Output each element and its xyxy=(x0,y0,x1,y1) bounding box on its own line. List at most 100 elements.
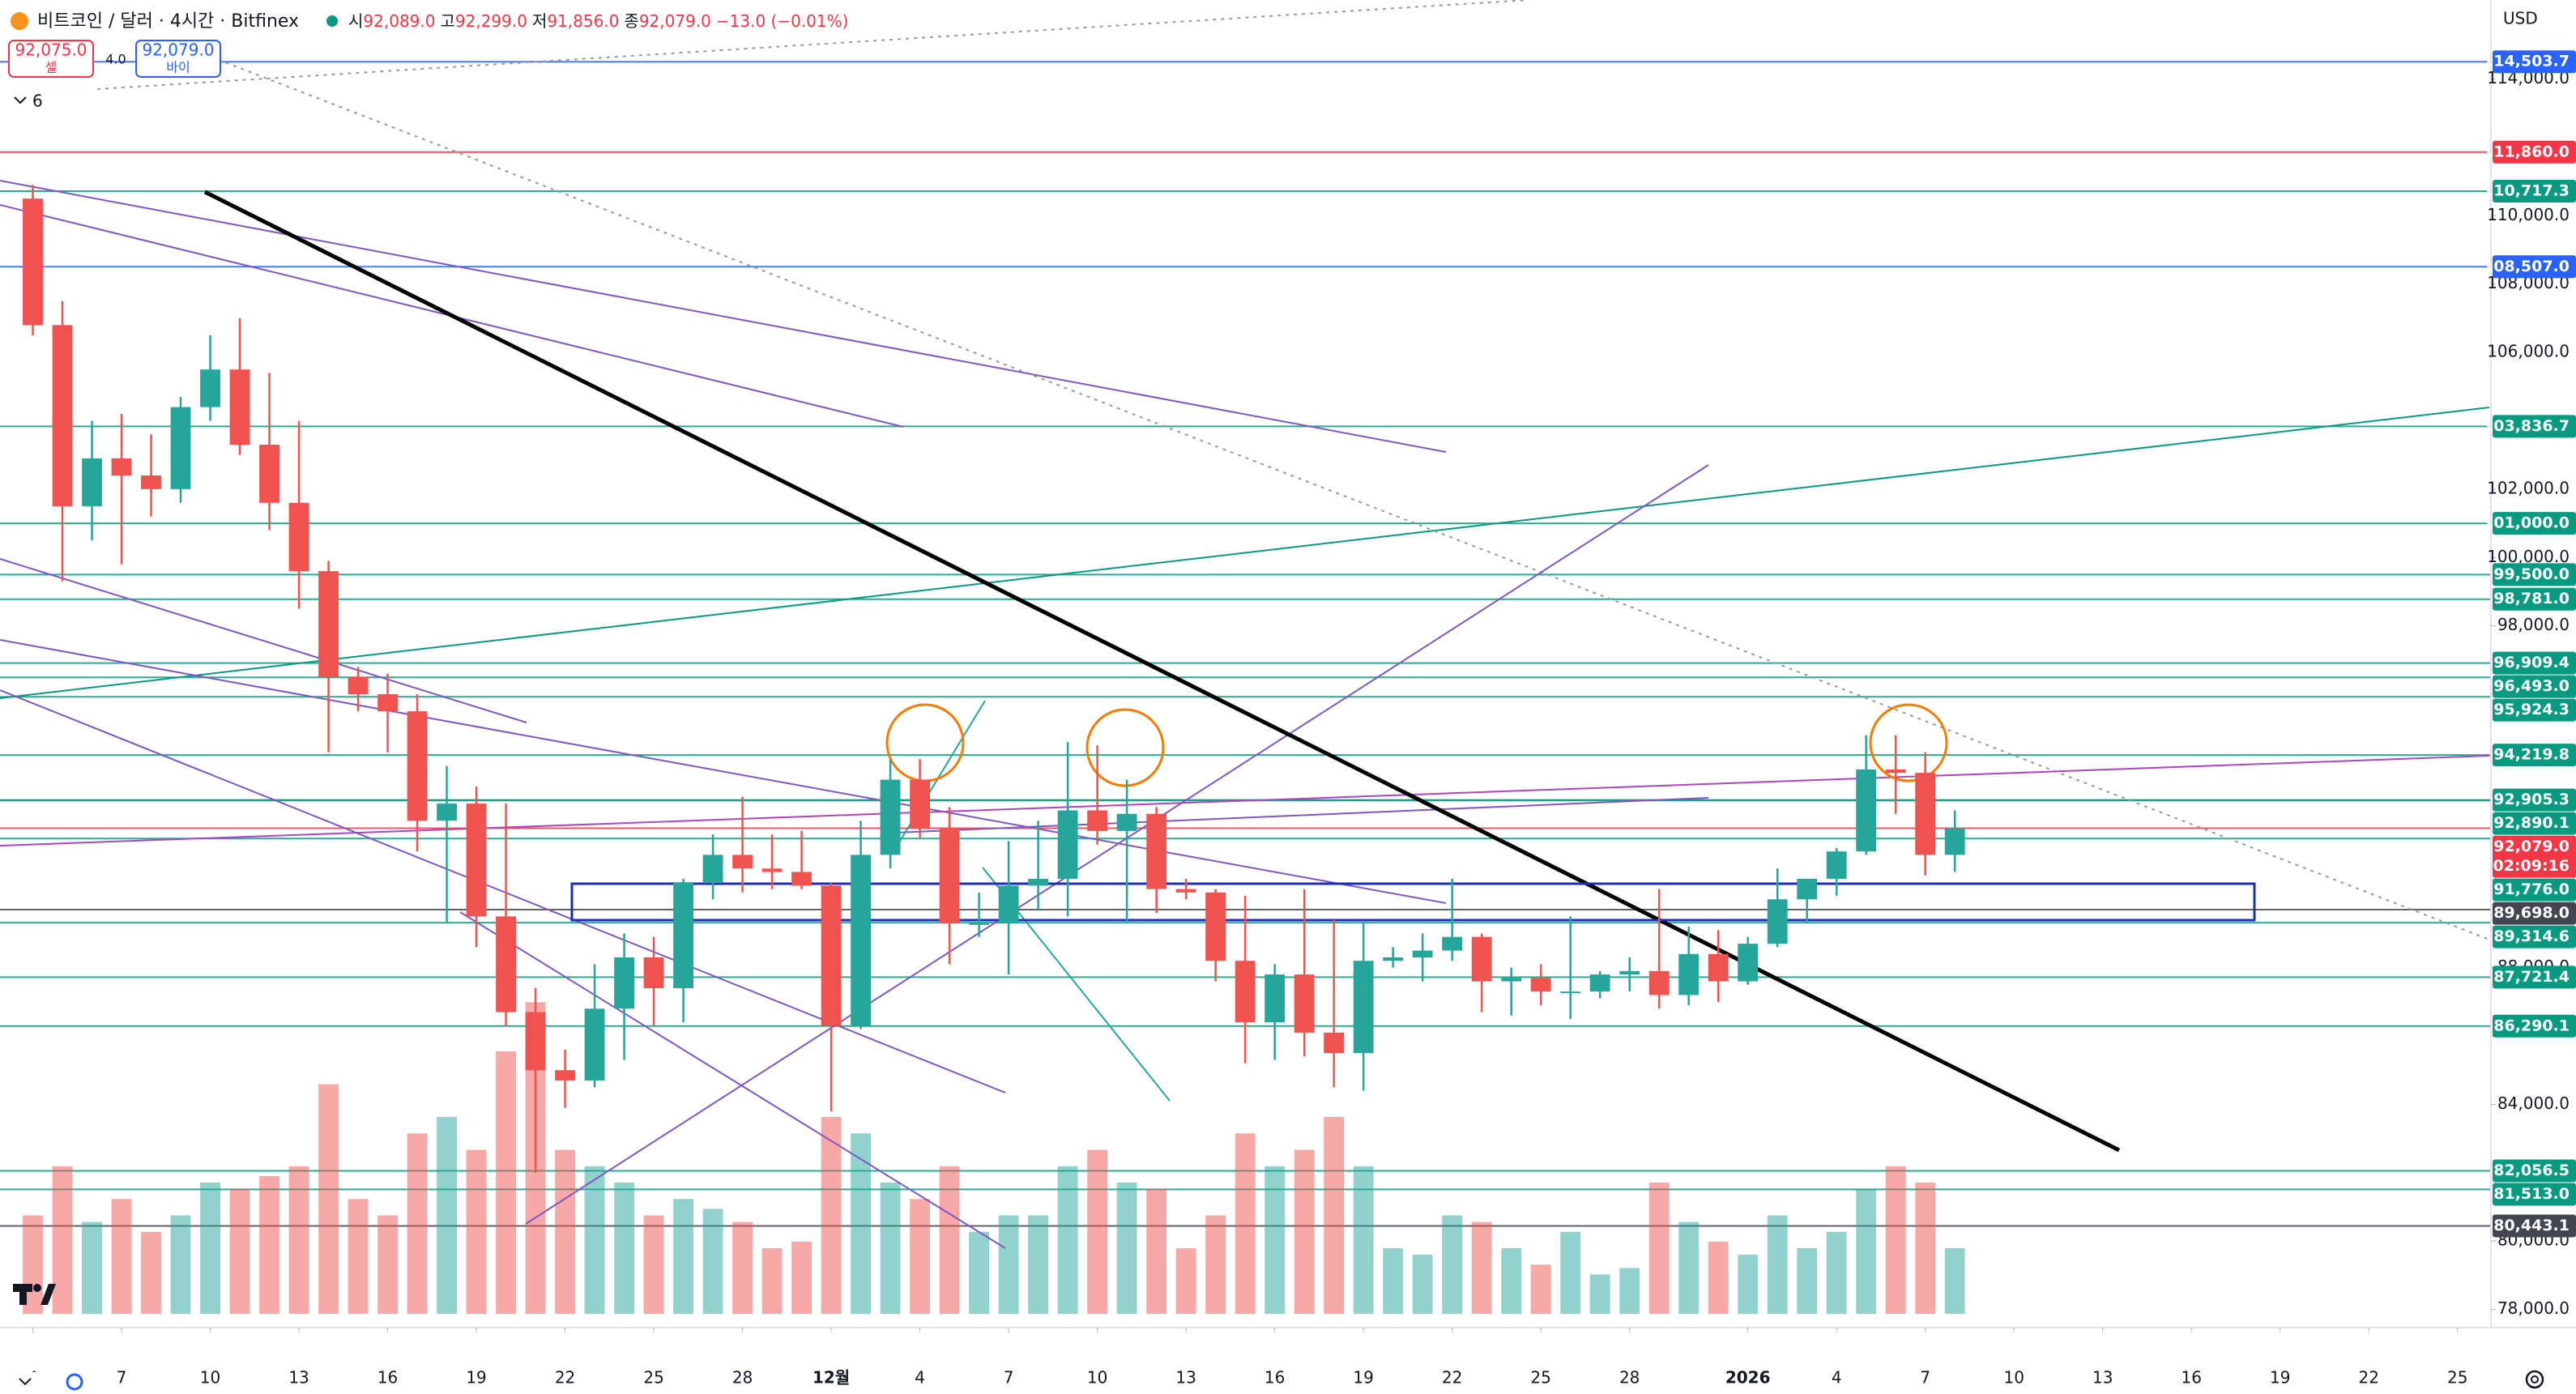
candle-body xyxy=(52,325,73,506)
volume-bar xyxy=(229,1189,250,1314)
volume-bar xyxy=(1944,1248,1965,1314)
price-tag-label: 114,503.7 xyxy=(2483,53,2570,70)
spread: 4.0 xyxy=(105,52,126,67)
x-tick-label: 16 xyxy=(1265,1368,1285,1388)
trend-line xyxy=(894,797,1709,833)
price-tag xyxy=(2493,812,2576,835)
candle-body xyxy=(259,445,279,503)
candle-body xyxy=(200,369,220,407)
candles xyxy=(23,185,1965,1173)
sell-label[interactable]: 셀 xyxy=(45,60,58,75)
price-tag xyxy=(2493,180,2576,203)
candle-body xyxy=(1856,769,1877,852)
x-tick-label: 16 xyxy=(377,1368,398,1388)
x-tick-label: 22 xyxy=(555,1368,575,1388)
reset-icon[interactable] xyxy=(66,1373,83,1391)
candle-body xyxy=(1205,892,1226,961)
price-tag-label: 94,219.8 xyxy=(2493,746,2570,764)
sell-button[interactable] xyxy=(8,40,94,78)
candle-body xyxy=(1619,970,1640,975)
candle-body xyxy=(1767,899,1788,944)
price-tag xyxy=(2493,1014,2576,1038)
candle-body xyxy=(1915,773,1936,855)
price-tag-label: 96,493.0 xyxy=(2493,677,2570,695)
candle-body xyxy=(170,407,191,489)
candle-body xyxy=(318,571,339,677)
chevron[interactable] xyxy=(19,1378,32,1386)
price-tag-label: 103,836.7 xyxy=(2483,417,2570,435)
price-tag-label: 82,056.5 xyxy=(2493,1162,2570,1179)
trend-line xyxy=(0,755,2490,846)
candle-body xyxy=(555,1070,575,1081)
candle-body xyxy=(1116,813,1137,831)
candle-body xyxy=(1383,957,1404,961)
volume-bar xyxy=(880,1183,901,1314)
settings-icon[interactable] xyxy=(2525,1370,2544,1389)
candle-body xyxy=(1353,961,1374,1054)
label: 시 xyxy=(348,11,363,31)
scroll-button[interactable] xyxy=(13,1372,37,1392)
volume-bar xyxy=(821,1117,842,1314)
price-tag-label: 91,776.0 xyxy=(2493,880,2570,898)
price-tag-label: 95,924.3 xyxy=(2493,701,2570,718)
volume-bar xyxy=(673,1199,693,1314)
x-tick-label: 13 xyxy=(1175,1368,1196,1388)
volume-bar xyxy=(1087,1149,1108,1314)
x-tick-label: 19 xyxy=(466,1368,486,1388)
settings-icon[interactable] xyxy=(2531,1375,2539,1383)
volume-bar xyxy=(437,1117,457,1314)
range-box xyxy=(570,882,2256,922)
candle-body xyxy=(1087,810,1108,831)
x-tick-label: 28 xyxy=(732,1368,753,1388)
candle-body xyxy=(407,711,428,821)
collapse-icon[interactable] xyxy=(14,96,27,104)
price-tag xyxy=(2493,788,2576,812)
volume-bar xyxy=(1324,1117,1345,1314)
x-tick-label: 4 xyxy=(1832,1368,1842,1388)
candle-body xyxy=(791,872,812,886)
buy-label[interactable]: 바이 xyxy=(166,60,190,75)
volume-bar xyxy=(52,1166,73,1314)
trend-line xyxy=(0,639,1447,904)
volume-bar xyxy=(466,1149,487,1314)
candle-body xyxy=(229,369,250,445)
candle-body xyxy=(1826,851,1847,879)
volume-bar xyxy=(348,1199,369,1314)
candle-body xyxy=(939,827,960,923)
volume-bar xyxy=(1530,1264,1551,1314)
volume-bar xyxy=(1501,1248,1522,1314)
candle-body xyxy=(821,885,842,1026)
volume-bar xyxy=(1353,1166,1374,1314)
candle-body xyxy=(969,923,990,925)
volume-bar xyxy=(791,1241,812,1314)
buy-price[interactable]: 92,079.0 xyxy=(142,40,214,60)
buy-button[interactable] xyxy=(135,40,221,78)
y-tick-label: 84,000.0 xyxy=(2497,1093,2570,1113)
volume-bar xyxy=(555,1149,575,1314)
sell-price[interactable]: 92,075.0 xyxy=(15,40,87,60)
volume-bar xyxy=(1885,1166,1906,1314)
candle-body xyxy=(1294,974,1315,1033)
x-tick-label: 4 xyxy=(915,1368,925,1388)
indicator-count[interactable]: 6 xyxy=(32,92,43,111)
candle-body xyxy=(1265,974,1286,1023)
volume-bar xyxy=(288,1166,309,1314)
volume-bar xyxy=(1767,1215,1788,1314)
x-tick-label: 12월 xyxy=(812,1368,850,1388)
candle-body xyxy=(348,676,369,695)
volume-bar xyxy=(851,1133,872,1314)
candle-body xyxy=(702,855,723,883)
price-tag-label: 81,513.0 xyxy=(2493,1185,2570,1203)
label: 저 xyxy=(532,11,547,31)
x-tick-label: 22 xyxy=(2359,1368,2379,1388)
candle-body xyxy=(643,957,664,988)
candle-body xyxy=(1146,813,1167,889)
highlight-circle xyxy=(1869,703,1948,782)
y-tick-label: 98,000.0 xyxy=(2497,615,2570,634)
volume-bar xyxy=(141,1231,161,1314)
price-tag xyxy=(2493,415,2576,438)
volume-bar xyxy=(732,1221,753,1314)
x-tick-label: 10 xyxy=(2003,1368,2024,1388)
candle-body xyxy=(466,804,487,917)
volume-bar xyxy=(1738,1255,1759,1314)
